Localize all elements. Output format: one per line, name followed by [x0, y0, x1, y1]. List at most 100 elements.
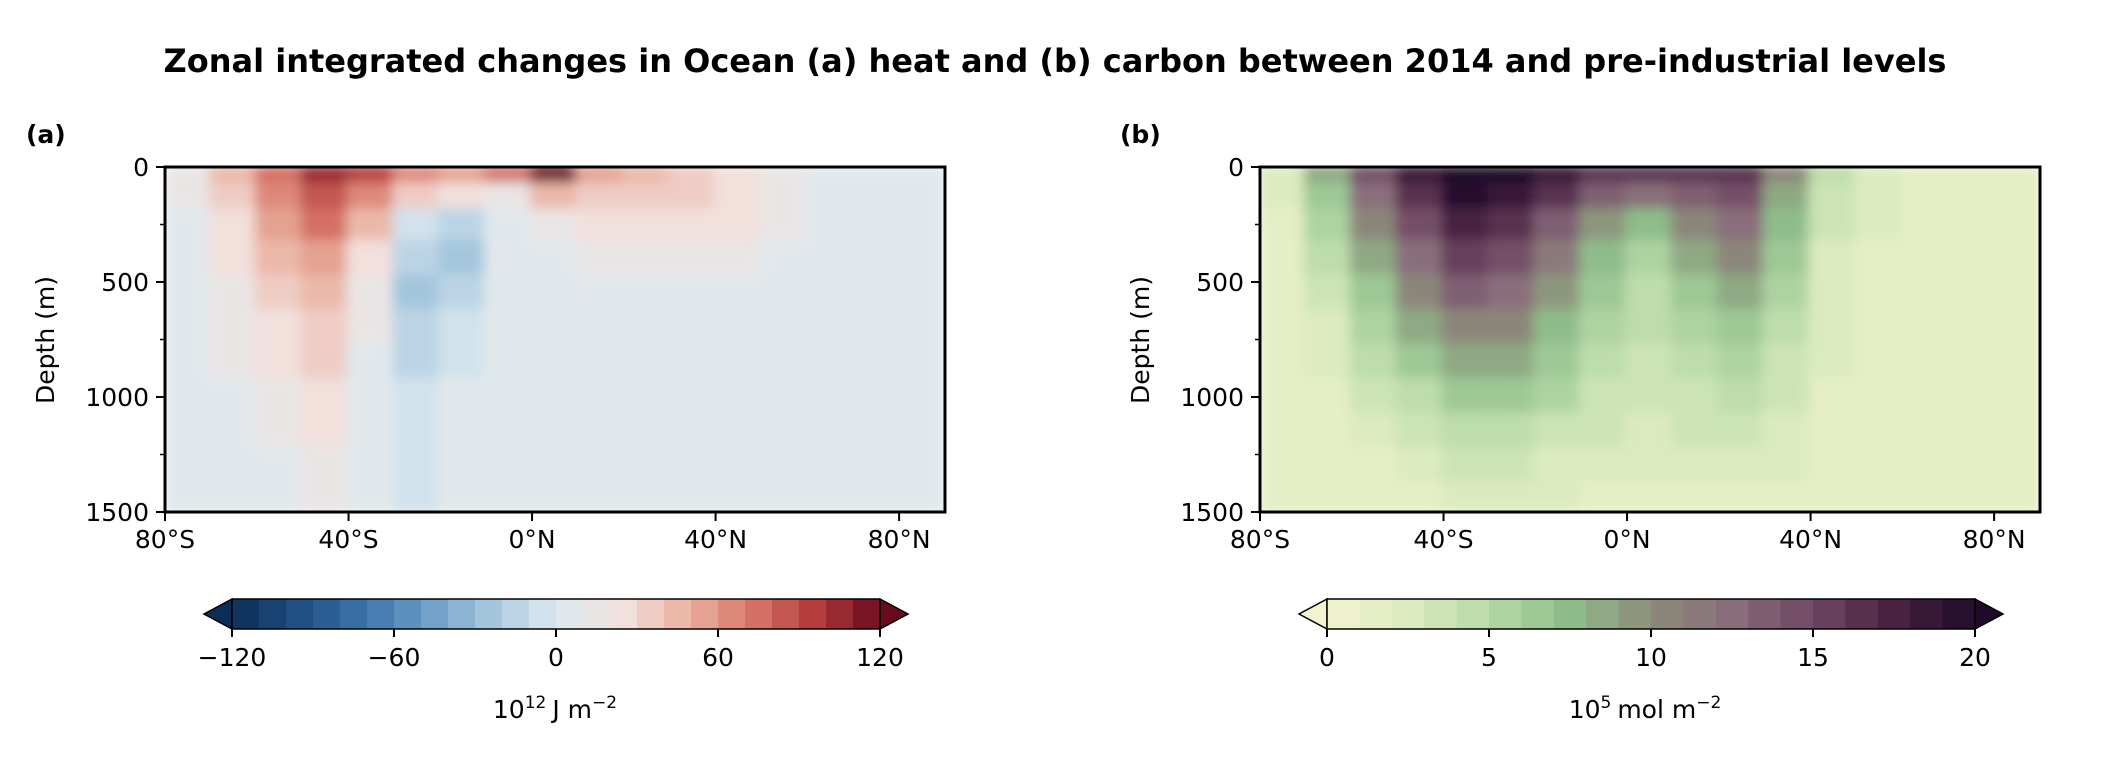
heatmap-cell	[575, 208, 626, 244]
heatmap-cell	[1716, 481, 1767, 512]
heatmap-cell	[484, 377, 535, 417]
heatmap-cell	[1579, 481, 1630, 512]
heatmap-cell	[713, 377, 764, 417]
heatmap-cell	[851, 412, 902, 451]
heatmap-cell	[484, 308, 535, 348]
heatmap-cell	[1716, 308, 1767, 348]
heatmap-cell	[759, 446, 810, 486]
heatmap-cell	[1395, 481, 1446, 512]
heatmap-cell	[1716, 274, 1767, 313]
colorbar-segment	[1489, 599, 1522, 629]
heatmap-cell	[484, 274, 535, 313]
heatmap-cell	[1395, 182, 1446, 213]
colorbar-segment	[1327, 599, 1360, 629]
heatmap-cell	[438, 182, 489, 213]
colorbar-segment	[1683, 599, 1717, 629]
heatmap-cell	[1670, 182, 1721, 213]
heatmap-cell	[575, 239, 626, 279]
x-tick-label: 40°N	[1779, 525, 1842, 554]
heatmap-cell	[484, 446, 535, 486]
heatmap-cell	[1808, 167, 1859, 187]
heatmap-cell	[438, 208, 489, 244]
panel-b-colorbar-label: 105 mol m−2	[1569, 693, 1722, 724]
heatmap-cell	[1670, 446, 1721, 486]
heatmap-cell	[254, 182, 305, 213]
heatmap-cell	[1900, 308, 1951, 348]
heatmap-cell	[530, 377, 580, 417]
heatmap-cell	[897, 446, 945, 486]
heatmap-cell	[300, 308, 351, 348]
heatmap-cell	[851, 239, 902, 279]
heatmap-cell	[667, 481, 718, 512]
heatmap-cell	[1670, 208, 1721, 244]
heatmap-cell	[1533, 182, 1584, 213]
y-tick-label: 0	[133, 153, 149, 182]
heatmap-cell	[805, 412, 856, 451]
heatmap-cell	[392, 208, 443, 244]
heatmap-cell	[1441, 274, 1492, 313]
heatmap-cell	[530, 308, 580, 348]
colorbar-extend-low	[202, 597, 233, 631]
heatmap-cell	[1716, 208, 1767, 244]
heatmap-cell	[165, 343, 213, 382]
heatmap-cell	[1854, 446, 1905, 486]
colorbar-tick-label: 5	[1481, 643, 1497, 672]
heatmap-cell	[254, 239, 305, 279]
heatmap-cell	[530, 412, 580, 451]
heatmap-cell	[438, 481, 489, 512]
heatmap-cell	[1625, 239, 1675, 279]
heatmap-cell	[1395, 239, 1446, 279]
heatmap-cell	[1992, 208, 2040, 244]
heatmap-cell	[1303, 182, 1354, 213]
heatmap-cell	[1992, 343, 2040, 382]
heatmap-cell	[1303, 167, 1354, 187]
colorbar-segment	[421, 599, 449, 629]
colorbar-segment	[1942, 599, 1976, 629]
colorbar-tick-label: 10	[1635, 643, 1667, 672]
heatmap-cell	[208, 377, 259, 417]
heatmap-cell	[1762, 446, 1813, 486]
heatmap-cell	[1900, 208, 1951, 244]
heatmap-cell	[1260, 481, 1308, 512]
heatmap-cell	[392, 377, 443, 417]
heatmap-cell	[1946, 308, 1997, 348]
heatmap-cell	[1670, 481, 1721, 512]
heatmap-cell	[1260, 412, 1308, 451]
heatmap-cell	[254, 377, 305, 417]
heatmap-cell	[713, 167, 764, 187]
heatmap-cell	[805, 208, 856, 244]
heatmap-cell	[1625, 481, 1675, 512]
heatmap-cell	[1946, 481, 1997, 512]
heatmap-cell	[1992, 308, 2040, 348]
heatmap-cell	[805, 308, 856, 348]
heatmap-cell	[392, 239, 443, 279]
heatmap-cell	[1625, 274, 1675, 313]
heatmap-cell	[530, 446, 580, 486]
heatmap-cell	[165, 274, 213, 313]
heatmap-cell	[1716, 446, 1767, 486]
heatmap-cell	[897, 481, 945, 512]
heatmap-cell	[1303, 412, 1354, 451]
heatmap-cell	[392, 412, 443, 451]
heatmap-cell	[438, 167, 489, 187]
y-tick-label: 1500	[85, 498, 149, 527]
heatmap-cell	[1349, 343, 1400, 382]
heatmap-cell	[484, 208, 535, 244]
heatmap-cell	[805, 343, 856, 382]
heatmap-cell	[1487, 167, 1538, 187]
y-tick-label: 1000	[85, 383, 149, 412]
heatmap-cell	[530, 274, 580, 313]
heatmap-cell	[1395, 208, 1446, 244]
colorbar-segment	[1845, 599, 1879, 629]
colorbar-segment	[232, 599, 260, 629]
heatmap-cell	[851, 343, 902, 382]
x-tick-label: 0°N	[1604, 525, 1651, 554]
heatmap-cell	[1487, 274, 1538, 313]
heatmap-cell	[667, 377, 718, 417]
heatmap-cell	[1946, 343, 1997, 382]
heatmap-cell	[575, 182, 626, 213]
heatmap-cell	[1762, 274, 1813, 313]
heatmap-cell	[1441, 182, 1492, 213]
heatmap-cell	[667, 412, 718, 451]
